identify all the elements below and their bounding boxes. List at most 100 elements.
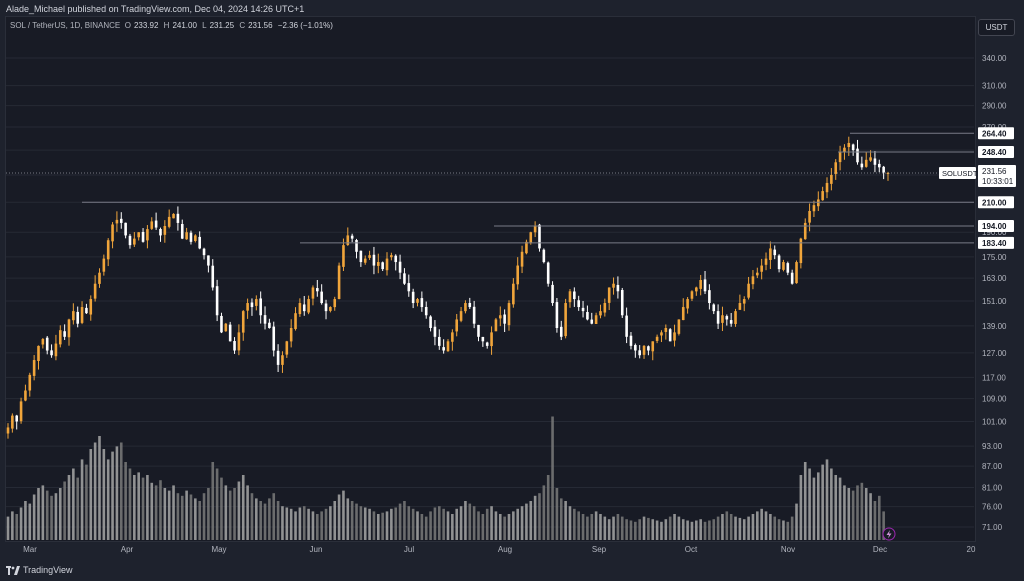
volume-bar	[241, 475, 245, 540]
candle-body	[316, 288, 319, 292]
candle-body	[437, 336, 441, 346]
volume-bar	[660, 521, 663, 540]
change-value: −2.36 (−1.01%)	[277, 21, 333, 30]
candle-body	[542, 249, 546, 263]
candle	[28, 372, 32, 397]
candle	[41, 337, 45, 349]
candle-body	[673, 332, 676, 341]
candle-body	[873, 158, 877, 165]
volume-bar	[638, 519, 641, 540]
candle-body	[751, 276, 755, 285]
symbol-legend: SOL / TetherUS, 1D, BINANCE O 233.92 H 241…	[10, 21, 336, 30]
volume-bar	[407, 506, 411, 540]
volume-bar	[202, 493, 206, 540]
candle	[316, 280, 319, 297]
lightning-icon[interactable]	[882, 527, 896, 541]
candle	[54, 334, 58, 361]
volume-bar	[102, 449, 106, 540]
volume-bar	[167, 490, 171, 540]
volume-bar	[625, 519, 628, 540]
candle	[255, 295, 258, 311]
candle-body	[302, 304, 306, 312]
candle	[498, 306, 502, 327]
symbol-title[interactable]: SOL / TetherUS, 1D, BINANCE	[10, 21, 121, 30]
chart-pane[interactable]	[5, 16, 976, 542]
candle-body	[154, 220, 158, 228]
volume-bar	[124, 462, 127, 540]
volume-bar	[63, 481, 66, 540]
candle	[795, 260, 798, 284]
volume-bar	[690, 521, 694, 540]
candle-body	[233, 341, 236, 351]
candle	[298, 298, 302, 317]
price-axis-tick: 101.00	[982, 417, 1007, 426]
candle-body	[89, 299, 93, 315]
volume-bar	[594, 511, 598, 540]
candle-body	[559, 326, 563, 337]
volume-bar	[725, 511, 729, 540]
candle-body	[773, 249, 777, 256]
candle	[363, 255, 367, 265]
volume-bar	[699, 519, 702, 540]
volume-bar	[207, 488, 210, 540]
volume-bar	[76, 477, 80, 540]
volume-bar	[437, 506, 441, 540]
volume-bar	[851, 490, 855, 540]
candle-body	[634, 345, 637, 351]
volume-bar	[764, 511, 768, 540]
high-value: 241.00	[172, 21, 197, 30]
candle	[324, 299, 328, 320]
volume-bar	[220, 477, 223, 540]
candle-body	[886, 173, 890, 175]
candle-body	[289, 328, 293, 342]
price-axis-tick: 310.00	[982, 82, 1007, 91]
volume-bar	[790, 516, 794, 540]
volume-bar	[111, 451, 114, 540]
volume-bar	[32, 494, 36, 540]
volume-bar	[237, 481, 241, 540]
tradingview-brand-text: TradingView	[23, 565, 73, 575]
candle-body	[877, 163, 881, 168]
candle	[568, 289, 572, 308]
candle-body	[830, 175, 833, 184]
candle-body	[163, 226, 167, 235]
currency-button[interactable]: USDT	[978, 19, 1015, 36]
candle	[668, 328, 672, 342]
symbol-tag: SOLUSDT	[942, 169, 978, 178]
volume-bar	[864, 488, 868, 540]
candle	[281, 351, 284, 373]
volume-bar	[159, 480, 162, 540]
candle-body	[586, 312, 589, 320]
candle	[821, 186, 824, 201]
volume-bar	[546, 475, 550, 540]
candle	[777, 254, 781, 273]
candle	[664, 324, 668, 340]
time-axis-label: May	[211, 545, 226, 554]
candle	[681, 298, 685, 321]
volume-bar	[498, 514, 502, 540]
volume-bar	[803, 462, 807, 540]
volume-bar	[538, 493, 541, 540]
candle-body	[507, 303, 511, 326]
candle	[686, 297, 689, 314]
volume-bar	[599, 514, 602, 540]
volume-bar	[882, 511, 885, 540]
volume-bar	[612, 516, 615, 540]
candle	[451, 329, 454, 351]
time-axis-label: Apr	[121, 545, 134, 554]
candle	[442, 339, 445, 354]
price-axis-tick: 139.00	[982, 322, 1007, 331]
volume-bar	[320, 511, 323, 540]
volume-bar	[424, 516, 428, 540]
candle	[89, 295, 93, 321]
candle	[294, 307, 297, 331]
candle-body	[346, 235, 350, 245]
candle-body	[651, 341, 655, 352]
candle-body	[41, 339, 45, 345]
candle	[559, 320, 563, 341]
volume-bar	[777, 519, 781, 540]
volume-bar	[385, 511, 389, 540]
candle-body	[150, 221, 154, 229]
volume-bar	[311, 511, 315, 540]
